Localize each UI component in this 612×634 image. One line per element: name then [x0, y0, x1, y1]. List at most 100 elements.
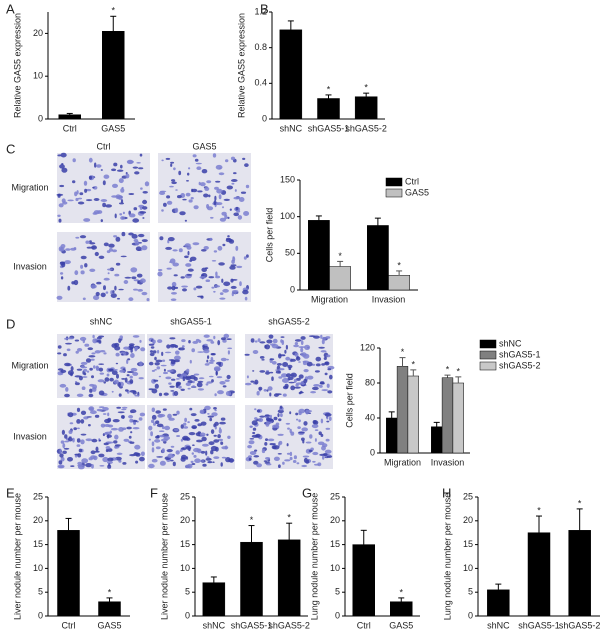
cell-stain: [179, 211, 186, 216]
cell-stain: [166, 449, 173, 453]
cell-stain: [246, 254, 249, 258]
error-bar: [110, 15, 117, 32]
cell-stain: [226, 374, 231, 380]
cell-stain: [156, 423, 164, 428]
cell-stain: [189, 407, 193, 411]
cell-stain: [74, 339, 80, 342]
cell-stain: [191, 188, 194, 193]
cell-stain: [273, 456, 280, 461]
y-axis-label: Lung nodule number per mouse: [309, 493, 319, 621]
x-tick-label: GAS5: [101, 123, 125, 133]
error-bar: [210, 576, 217, 583]
y-tick-label: 5: [468, 587, 473, 597]
y-tick-label: 5: [185, 587, 190, 597]
cell-stain: [169, 385, 175, 388]
significance-mark: *: [537, 505, 541, 515]
cell-stain: [107, 424, 114, 428]
cell-stain: [114, 273, 120, 277]
cell-stain: [78, 375, 83, 381]
cell-stain: [290, 358, 296, 362]
cell-stain: [259, 356, 265, 359]
cell-stain: [105, 448, 109, 453]
cell-stain: [98, 367, 104, 372]
cell-stain: [206, 339, 214, 342]
cell-stain: [269, 392, 272, 397]
cell-stain: [205, 383, 209, 386]
cell-stain: [215, 371, 218, 376]
cell-stain: [295, 356, 301, 361]
cell-stain: [210, 353, 216, 356]
cell-stain: [57, 345, 62, 349]
cell-stain: [133, 288, 138, 291]
cell-stain: [178, 347, 186, 351]
cell-stain: [159, 460, 166, 466]
cell-stain: [72, 180, 76, 184]
cell-stain: [218, 172, 225, 176]
cell-stain: [102, 202, 106, 208]
cell-stain: [208, 276, 215, 279]
y-tick-label: 10: [33, 71, 43, 81]
cell-stain: [95, 365, 99, 371]
cell-stain: [208, 361, 214, 364]
cell-stain: [163, 202, 167, 207]
cell-stain: [266, 418, 274, 422]
cell-stain: [271, 376, 274, 382]
cell-stain: [256, 391, 260, 396]
cell-stain: [108, 463, 111, 467]
cell-stain: [227, 216, 230, 219]
cell-stain: [77, 201, 85, 205]
cell-stain: [221, 337, 226, 341]
cell-stain: [80, 264, 84, 269]
cell-stain: [166, 195, 171, 199]
cell-stain: [142, 191, 148, 194]
cell-stain: [261, 448, 266, 454]
cell-stain: [102, 407, 109, 411]
cell-stain: [278, 440, 283, 445]
cell-stain: [77, 461, 83, 466]
cell-stain: [326, 354, 331, 358]
y-axis-label: Liver nodule number per mouse: [159, 493, 169, 620]
cell-stain: [192, 385, 196, 388]
cell-stain: [151, 414, 157, 420]
cell-stain: [282, 385, 289, 390]
y-tick-label: 20: [33, 28, 43, 38]
cell-stain: [254, 449, 258, 452]
cell-stain: [280, 339, 283, 343]
cell-stain: [132, 427, 140, 430]
cell-stain: [114, 444, 121, 447]
cell-stain: [136, 273, 143, 278]
cell-stain: [191, 425, 197, 430]
cell-stain: [259, 370, 266, 373]
cell-stain: [164, 425, 171, 431]
bar: [277, 539, 301, 617]
cell-stain: [314, 429, 319, 431]
cell-stain: [295, 383, 299, 387]
cell-stain: [234, 291, 237, 295]
cell-stain: [313, 384, 320, 387]
cell-stain: [213, 456, 220, 459]
cell-stain: [206, 359, 209, 363]
cell-stain: [159, 190, 167, 193]
cell-stain: [227, 435, 231, 439]
y-tick-label: 10: [463, 563, 473, 573]
cell-stain: [193, 373, 200, 376]
cell-stain: [266, 339, 273, 344]
cell-stain: [62, 201, 68, 205]
cell-stain: [98, 439, 102, 442]
x-tick-label: Ctrl: [62, 620, 76, 630]
cell-stain: [240, 191, 247, 194]
panel-letter: F: [150, 485, 158, 500]
cell-stain: [93, 210, 100, 215]
bar: [452, 382, 464, 454]
cell-stain: [287, 376, 294, 381]
cell-stain: [155, 446, 161, 450]
cell-stain: [154, 383, 159, 389]
cell-stain: [161, 351, 164, 356]
cell-stain: [134, 171, 140, 175]
cell-stain: [219, 297, 226, 300]
cell-stain: [297, 426, 301, 429]
cell-stain: [293, 455, 297, 460]
cell-stain: [312, 460, 316, 463]
cell-stain: [328, 416, 332, 421]
cell-stain: [225, 159, 229, 163]
